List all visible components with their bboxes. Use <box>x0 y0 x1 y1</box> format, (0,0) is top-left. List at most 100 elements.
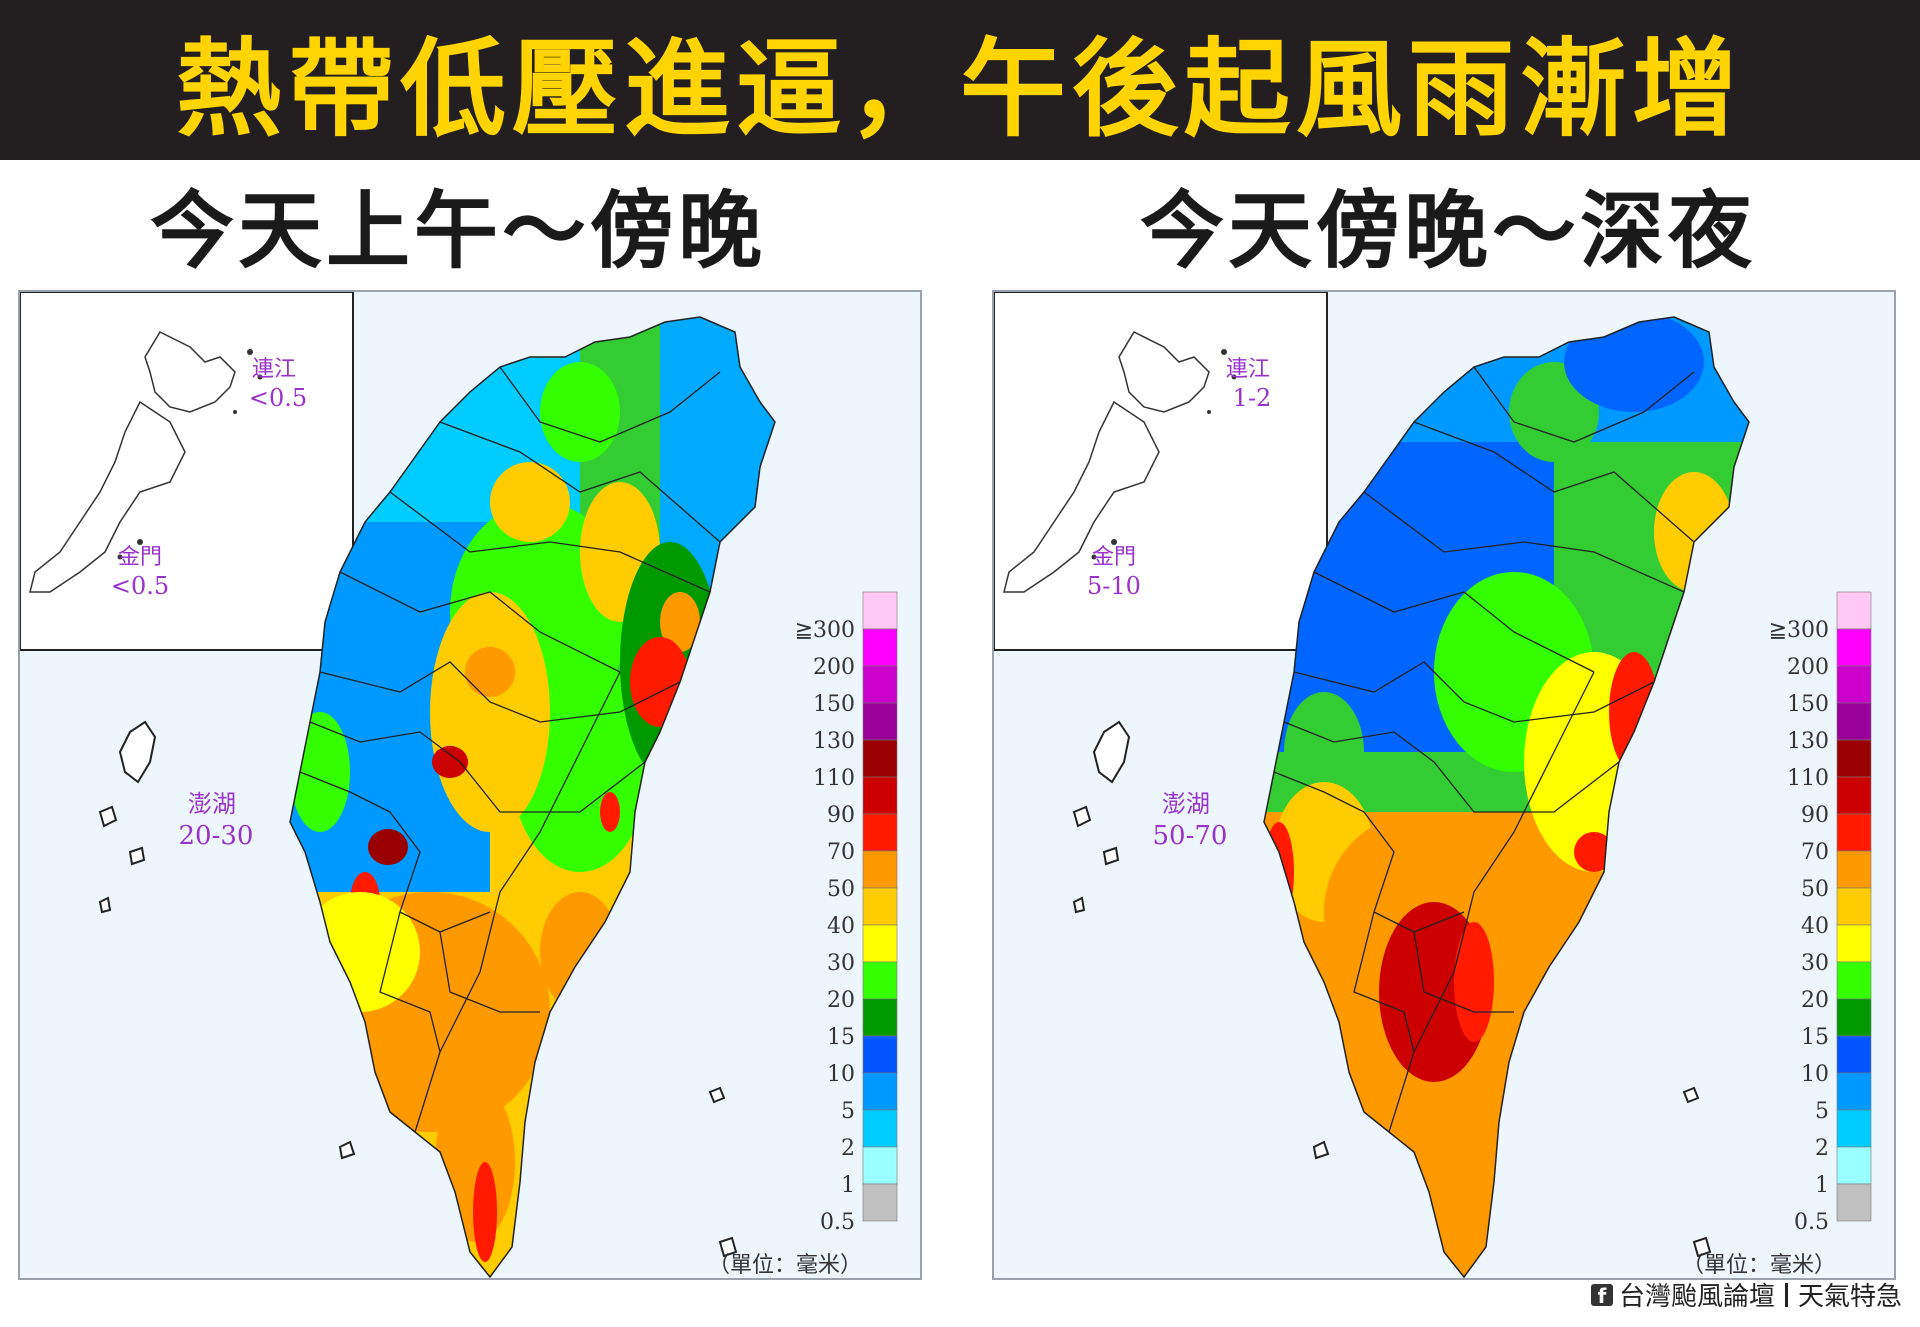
legend-level-label: 40 <box>827 914 855 939</box>
legend-level-label: 0.5 <box>820 1210 855 1235</box>
legend-swatch <box>862 702 898 741</box>
panel-1-title: 今天上午～傍晚 <box>149 182 766 280</box>
credit-source: 台灣颱風論壇 <box>1618 1282 1775 1312</box>
offshore-islands-2 <box>1312 1086 1712 1258</box>
legend-unit: （單位：毫米） <box>708 1253 862 1278</box>
legend-swatch <box>862 1183 898 1222</box>
legend-level-label: 20 <box>827 988 855 1013</box>
legend-level-label: 20 <box>1801 988 1829 1013</box>
fujian-coast-south <box>29 400 186 593</box>
legend-level-label: 2 <box>841 1136 855 1161</box>
legend-swatch <box>862 1072 898 1111</box>
legend-swatch <box>1836 1183 1872 1222</box>
rainfall-map-1: 連江 <0.5 金門 <0.5 澎湖 20-30 <box>20 292 898 1278</box>
legend-swatch <box>1836 998 1872 1037</box>
lienchiang-value: <0.5 <box>249 384 307 412</box>
penghu-islands <box>98 720 157 914</box>
legend-level-label: 30 <box>1801 951 1829 976</box>
legend-level-label: 5 <box>1815 1099 1829 1124</box>
penghu-islands <box>1072 720 1131 914</box>
legend-level-label: ≧300 <box>1769 618 1829 643</box>
legend-swatch <box>1836 1146 1872 1185</box>
legend-swatch <box>1836 628 1872 667</box>
lienchiang-label: 連江 <box>1226 357 1270 382</box>
rainfall-map-panel-1: 連江 <0.5 金門 <0.5 澎湖 20-30 <box>18 290 922 1280</box>
county-borders-1 <box>299 366 721 1133</box>
penghu-label: 澎湖 <box>1162 790 1210 818</box>
legend-level-label: 200 <box>813 655 855 680</box>
facebook-icon: f <box>1590 1283 1613 1308</box>
legend-level-label: 150 <box>813 692 855 717</box>
legend-swatch <box>1836 665 1872 704</box>
legend-swatch <box>862 1146 898 1185</box>
legend-level-label: 30 <box>827 951 855 976</box>
legend-swatch <box>862 887 898 926</box>
legend-swatch <box>1836 591 1872 630</box>
rainfall-legend-2: ≧300 200 150 130 110 90 70 50 40 30 20 15 10 5 2 1 0.5 <box>1769 591 1872 1235</box>
legend-swatch <box>862 665 898 704</box>
credit-page: 天氣特急 <box>1797 1282 1902 1312</box>
panel-2-title: 今天傍晚～深夜 <box>1139 182 1756 280</box>
legend-level-label: 2 <box>1815 1136 1829 1161</box>
legend-swatch <box>862 739 898 778</box>
legend-level-label: ≧300 <box>795 618 855 643</box>
legend-level-label: 10 <box>827 1062 855 1087</box>
legend-swatch <box>862 961 898 1000</box>
lienchiang-label: 連江 <box>252 357 296 382</box>
credit-divider <box>1784 1282 1788 1307</box>
legend-level-label: 40 <box>1801 914 1829 939</box>
kinmen-label: 金門 <box>1092 545 1136 570</box>
kinmen-label: 金門 <box>118 545 162 570</box>
legend-level-label: 70 <box>827 840 855 865</box>
legend-level-label: 0.5 <box>1794 1210 1829 1235</box>
kinmen-value: 5-10 <box>1087 572 1141 600</box>
legend-level-label: 70 <box>1801 840 1829 865</box>
legend-level-label: 130 <box>1787 729 1829 754</box>
legend-level-label: 50 <box>1801 877 1829 902</box>
fujian-coast <box>144 331 236 413</box>
offshore-islands-1 <box>338 1086 738 1258</box>
legend-level-label: 110 <box>813 766 855 791</box>
legend-level-label: 10 <box>1801 1062 1829 1087</box>
fujian-coast <box>1118 331 1210 413</box>
taiwan-outline-1 <box>289 316 776 1278</box>
legend-swatch <box>1836 1035 1872 1074</box>
legend-swatch <box>862 1035 898 1074</box>
rainfall-legend-1: ≧300 200 150 130 110 90 70 50 40 30 20 15 10 5 2 1 0.5 <box>795 591 898 1235</box>
headline-text: 熱帶低壓進逼，午後起風雨漸增 <box>176 28 1744 151</box>
rainfall-map-panel-2: 連江 1-2 金門 5-10 澎湖 50-70 <box>992 290 1896 1280</box>
fujian-coast-south <box>1003 400 1160 593</box>
penghu-value: 20-30 <box>179 821 254 851</box>
legend-swatch <box>1836 702 1872 741</box>
legend-level-label: 200 <box>1787 655 1829 680</box>
legend-level-label: 5 <box>841 1099 855 1124</box>
legend-swatch <box>862 813 898 852</box>
penghu-value: 50-70 <box>1153 821 1228 851</box>
legend-level-label: 90 <box>1801 803 1829 828</box>
taiwan-outline-2 <box>1263 316 1750 1278</box>
legend-swatch <box>862 628 898 667</box>
kinmen-value: <0.5 <box>111 572 169 600</box>
legend-level-label: 110 <box>1787 766 1829 791</box>
legend-level-label: 1 <box>1815 1173 1829 1198</box>
legend-swatch <box>862 924 898 963</box>
legend-swatch <box>1836 1109 1872 1148</box>
legend-swatch <box>1836 813 1872 852</box>
legend-swatch <box>862 591 898 630</box>
legend-level-label: 15 <box>827 1025 855 1050</box>
headline-banner: 熱帶低壓進逼，午後起風雨漸增 <box>0 0 1920 160</box>
legend-swatch <box>1836 887 1872 926</box>
legend-level-label: 15 <box>1801 1025 1829 1050</box>
county-borders-2 <box>1273 366 1695 1133</box>
legend-swatch <box>1836 924 1872 963</box>
penghu-label: 澎湖 <box>188 790 236 818</box>
legend-swatch <box>1836 1072 1872 1111</box>
rainfall-map-2: 連江 1-2 金門 5-10 澎湖 50-70 <box>994 292 1872 1278</box>
legend-level-label: 1 <box>841 1173 855 1198</box>
legend-swatch <box>1836 961 1872 1000</box>
legend-unit: （單位：毫米） <box>1682 1253 1836 1278</box>
legend-swatch <box>862 850 898 889</box>
legend-swatch <box>1836 850 1872 889</box>
legend-swatch <box>862 998 898 1037</box>
legend-level-label: 50 <box>827 877 855 902</box>
